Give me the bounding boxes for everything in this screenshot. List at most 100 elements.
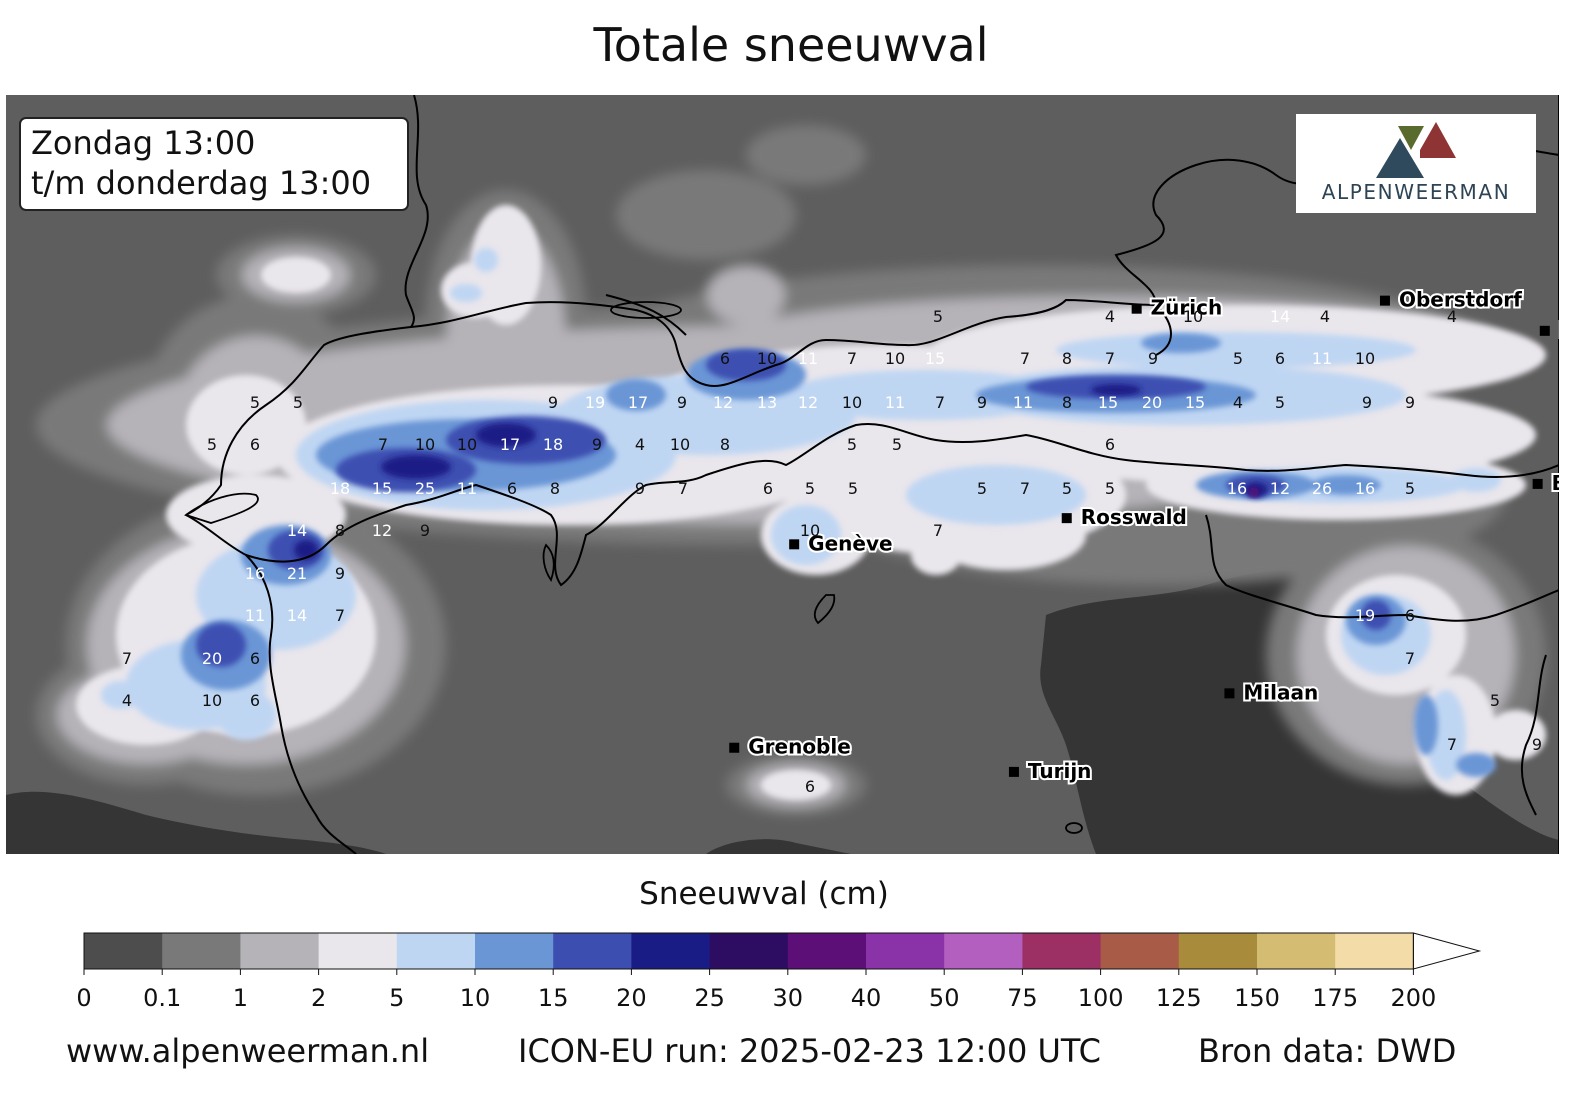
snow-value-label: 11: [1013, 393, 1033, 412]
snow-value-label: 10: [842, 393, 862, 412]
city-marker: [1131, 303, 1142, 314]
snow-value-label: 12: [372, 521, 392, 540]
city-label: Milaan: [1243, 680, 1318, 704]
colorbar: 0 0.1 1 2 5 10 15 20 25 30 40 50 75 100 125 150 175 200: [76, 932, 1482, 1012]
snow-layer-5: [101, 248, 1501, 780]
city-label: Rosswald: [1081, 505, 1187, 529]
snow-value-label: 9: [592, 435, 602, 454]
snow-value-label: 10: [800, 521, 820, 540]
snow-value-label: 7: [847, 349, 857, 368]
colorbar-swatch: [1178, 933, 1258, 969]
snow-value-label: 5: [293, 393, 303, 412]
snow-value-label: 11: [798, 349, 818, 368]
logo-text: ALPENWEERMAN: [1321, 180, 1511, 204]
snow-value-label: 11: [1312, 349, 1332, 368]
snow-value-label: 4: [1105, 307, 1115, 326]
colorbar-tick-label: 15: [538, 984, 569, 1012]
snow-value-label: 6: [250, 649, 260, 668]
snow-value-label: 8: [720, 435, 730, 454]
city-marker: [1061, 513, 1072, 524]
snow-value-label: 13: [757, 393, 777, 412]
snow-value-label: 16: [1355, 479, 1375, 498]
snow-value-label: 14: [287, 606, 307, 625]
colorbar-swatches: [83, 932, 1482, 970]
snow-value-label: 5: [1490, 691, 1500, 710]
snow-value-label: 6: [250, 691, 260, 710]
colorbar-tick-label: 200: [1390, 984, 1436, 1012]
snow-value-label: 7: [933, 521, 943, 540]
snow-value-label: 5: [1105, 479, 1115, 498]
colorbar-tick-label: 50: [929, 984, 960, 1012]
city-label: Zürich: [1151, 296, 1223, 320]
snow-value-label: 17: [500, 435, 520, 454]
snow-value-label: 5: [1405, 479, 1415, 498]
snow-value-label: 14: [287, 521, 307, 540]
snow-value-label: 11: [457, 479, 477, 498]
snow-value-label: 5: [207, 435, 217, 454]
snow-value-label: 25: [415, 479, 435, 498]
snow-value-label: 6: [805, 777, 815, 796]
colorbar-swatch: [1335, 933, 1414, 969]
snow-value-label: 12: [1270, 479, 1290, 498]
city-marker: [1539, 325, 1550, 336]
colorbar-swatch: [866, 933, 945, 969]
snow-value-labels: 5 4 10 14 4 4 6 10 11 7 10 15 7 8 7 9 5 6 11 10 5 5 9 19 17 9 12 13…: [122, 307, 1542, 796]
snow-value-label: 9: [548, 393, 558, 412]
colorbar-tick-label: 2: [311, 984, 326, 1012]
snow-value-label: 6: [1275, 349, 1285, 368]
snow-value-label: 9: [677, 393, 687, 412]
snow-value-label: 5: [848, 479, 858, 498]
colorbar-swatch: [787, 933, 867, 969]
snow-value-label: 7: [335, 606, 345, 625]
footer-model-run: ICON-EU run: 2025-02-23 12:00 UTC: [518, 1032, 1101, 1070]
snow-value-label: 10: [457, 435, 477, 454]
snow-value-label: 12: [713, 393, 733, 412]
colorbar-tick-label: 175: [1312, 984, 1358, 1012]
city-marker: [789, 539, 800, 550]
snow-value-label: 26: [1312, 479, 1332, 498]
snow-value-label: 5: [933, 307, 943, 326]
colorbar-tick-label: 25: [694, 984, 725, 1012]
snow-value-label: 7: [1020, 479, 1030, 498]
snow-value-label: 14: [1270, 307, 1290, 326]
snow-value-label: 20: [202, 649, 222, 668]
colorbar-swatch: [1257, 933, 1336, 969]
period-end: t/m donderdag 13:00: [31, 164, 372, 202]
snow-layer-25: [1249, 487, 1259, 497]
snow-value-label: 5: [892, 435, 902, 454]
snow-value-label: 7: [1105, 349, 1115, 368]
snow-value-label: 7: [378, 435, 388, 454]
city-label: Grenoble: [748, 735, 851, 759]
country-borders: [185, 95, 1559, 854]
colorbar-swatch: [1022, 933, 1102, 969]
mountain-triangles-icon: [1376, 122, 1456, 178]
footer-website[interactable]: www.alpenweerman.nl: [66, 1032, 430, 1070]
city-label: Turijn: [1028, 759, 1092, 783]
snow-value-label: 5: [250, 393, 260, 412]
snow-value-label: 5: [1062, 479, 1072, 498]
snow-value-label: 10: [885, 349, 905, 368]
colorbar-swatch: [162, 933, 241, 969]
snow-value-label: 7: [1405, 649, 1415, 668]
snow-value-label: 7: [1020, 349, 1030, 368]
snow-value-label: 7: [122, 649, 132, 668]
snow-value-label: 11: [885, 393, 905, 412]
snow-value-label: 10: [670, 435, 690, 454]
snow-value-label: 9: [1405, 393, 1415, 412]
period-box: Zondag 13:00 t/m donderdag 13:00: [19, 117, 409, 211]
snow-value-label: 15: [1098, 393, 1118, 412]
colorbar-swatch: [631, 933, 711, 969]
snow-value-label: 6: [1405, 606, 1415, 625]
snow-value-label: 10: [202, 691, 222, 710]
colorbar-ticks: 0 0.1 1 2 5 10 15 20 25 30 40 50 75 100 125 150 175 200: [76, 969, 1436, 1012]
snow-value-label: 5: [805, 479, 815, 498]
snow-value-label: 9: [1532, 735, 1542, 754]
snow-value-label: 7: [1447, 735, 1457, 754]
snow-value-label: 8: [1062, 349, 1072, 368]
snow-value-label: 17: [628, 393, 648, 412]
colorbar-tick-label: 1: [233, 984, 248, 1012]
colorbar-swatch: [318, 933, 398, 969]
footer-data-source: Bron data: DWD: [1198, 1032, 1457, 1070]
colorbar-tick-label: 125: [1156, 984, 1202, 1012]
snow-value-label: 5: [977, 479, 987, 498]
